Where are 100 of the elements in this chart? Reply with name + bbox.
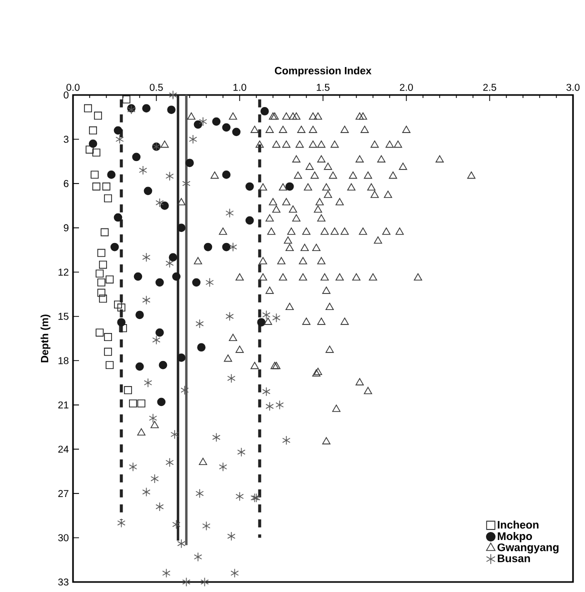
point [206,278,214,288]
point [150,474,159,484]
point [96,328,104,337]
point [204,242,212,252]
point [262,310,270,320]
point [104,333,112,342]
point [99,260,107,269]
point [156,502,164,512]
point [222,242,231,252]
point [262,386,270,396]
point [272,313,280,323]
y-tick-label: 0 [64,91,68,99]
point [97,288,106,297]
point [148,414,158,423]
point [142,252,150,262]
x-tick-label: 1.0 [234,84,246,91]
point [104,348,112,356]
point [177,538,186,548]
legend-label: Gwangyang [498,543,558,554]
point [144,378,152,388]
point [172,520,180,530]
point [155,328,164,337]
y-tick-label: 12 [58,268,68,276]
point [194,120,202,129]
y-tick-label: 18 [58,357,68,364]
point [188,134,198,144]
point [212,117,221,126]
point [92,182,100,190]
point [168,253,178,262]
point [107,170,116,179]
y-tick-label: 3 [64,136,68,143]
point [104,194,112,202]
point [177,224,186,232]
y-tick-label: 9 [64,224,68,232]
point [117,518,126,528]
point [124,386,132,394]
point [212,432,220,442]
y-axis-title: Depth (m) [40,314,50,362]
point [100,228,109,236]
point [228,242,238,252]
point [285,182,294,191]
point [142,104,151,112]
point [218,462,228,472]
point [226,312,234,322]
point [117,318,126,326]
point [144,186,152,196]
point [128,462,138,472]
x-tick-label: 2.5 [483,84,496,91]
point [158,360,168,370]
point [88,140,98,148]
point [192,278,201,287]
x-tick-label: 3.0 [566,84,580,91]
point [99,294,107,303]
point [230,568,239,578]
point [232,128,241,136]
point [122,95,130,104]
point [142,487,150,497]
point [90,170,99,179]
legend-label: Mokpo [498,532,532,542]
point [226,208,234,218]
y-tick-label: 27 [58,490,68,497]
point [142,295,150,305]
point [168,90,178,100]
point [106,275,114,284]
point [155,278,164,287]
point [152,335,160,345]
x-tick-label: 0.0 [66,84,80,91]
point [196,488,204,498]
point [94,112,102,120]
point [106,361,114,370]
point [170,430,179,440]
point [202,521,210,531]
point [119,324,127,332]
x-tick-label: 0.5 [150,84,163,91]
legend-label: Incheon [498,520,538,529]
point [160,202,169,210]
point [129,399,137,408]
legend-label: Busan [498,554,530,562]
point [114,126,122,135]
point [89,126,97,134]
y-tick-label: 21 [58,401,68,408]
point [114,300,122,309]
point [237,447,246,457]
point [194,552,202,562]
point [166,258,174,268]
point [97,278,106,286]
point [257,318,266,326]
point [162,568,170,578]
point [197,343,206,352]
point [166,171,174,181]
point [200,577,209,587]
point [276,400,284,410]
point [227,374,236,384]
point [222,123,231,132]
point [92,148,100,157]
point [96,270,104,278]
point [97,248,106,257]
point [116,134,124,144]
point [266,402,274,412]
y-tick-label: 6 [64,180,68,188]
